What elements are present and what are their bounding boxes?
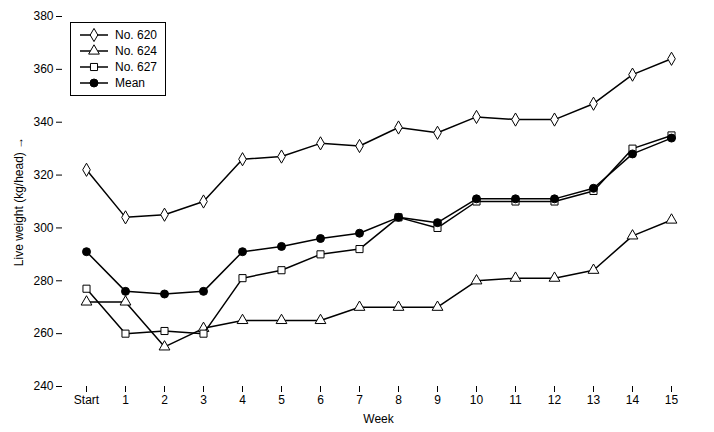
svg-text:7: 7 bbox=[356, 393, 363, 407]
svg-text:380: 380 bbox=[33, 9, 53, 23]
svg-text:10: 10 bbox=[470, 393, 484, 407]
svg-text:360: 360 bbox=[33, 62, 53, 76]
svg-text:4: 4 bbox=[239, 393, 246, 407]
svg-text:11: 11 bbox=[509, 393, 522, 407]
svg-text:14: 14 bbox=[626, 393, 640, 407]
svg-text:9: 9 bbox=[434, 393, 441, 407]
svg-text:3: 3 bbox=[200, 393, 207, 407]
svg-text:300: 300 bbox=[33, 221, 53, 235]
svg-text:12: 12 bbox=[548, 393, 562, 407]
html-text:No. 627: No. 627 bbox=[115, 60, 157, 74]
svg-text:Start: Start bbox=[74, 393, 100, 407]
svg-text:Week: Week bbox=[363, 412, 394, 426]
html-text:No. 624: No. 624 bbox=[115, 44, 157, 58]
svg-text:280: 280 bbox=[33, 274, 53, 288]
svg-text:13: 13 bbox=[587, 393, 601, 407]
html-text:Mean: Mean bbox=[115, 76, 145, 90]
svg-text:1: 1 bbox=[122, 393, 129, 407]
html-text:No. 620: No. 620 bbox=[115, 28, 157, 42]
svg-text:5: 5 bbox=[278, 393, 285, 407]
svg-text:340: 340 bbox=[33, 115, 53, 129]
svg-text:260: 260 bbox=[33, 326, 53, 340]
svg-text:2: 2 bbox=[161, 393, 168, 407]
svg-text:320: 320 bbox=[33, 168, 53, 182]
svg-text:6: 6 bbox=[317, 393, 324, 407]
svg-text:15: 15 bbox=[665, 393, 679, 407]
svg-text:240: 240 bbox=[33, 379, 53, 393]
svg-text:8: 8 bbox=[395, 393, 402, 407]
svg-text:Live weight (kg/head) →: Live weight (kg/head) → bbox=[12, 137, 26, 266]
